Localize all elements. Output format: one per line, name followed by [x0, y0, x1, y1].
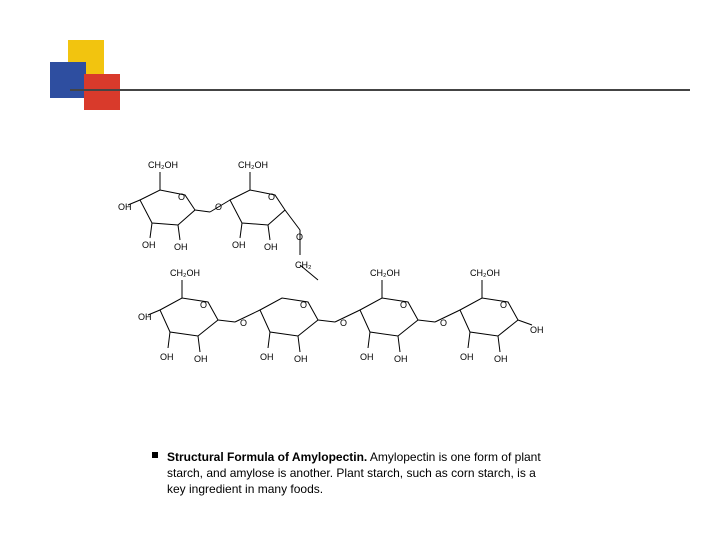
svg-text:OH: OH — [194, 354, 208, 364]
logo-square-blue — [50, 62, 86, 98]
svg-text:O: O — [400, 300, 407, 310]
svg-text:O: O — [200, 300, 207, 310]
svg-text:OH: OH — [174, 242, 188, 252]
svg-text:OH: OH — [118, 202, 132, 212]
svg-text:OH: OH — [264, 242, 278, 252]
svg-text:OH: OH — [294, 354, 308, 364]
svg-text:O: O — [300, 300, 307, 310]
svg-text:CH₂OH: CH₂OH — [370, 268, 400, 278]
svg-text:O: O — [340, 318, 347, 328]
caption-bullet — [152, 452, 158, 458]
svg-text:O: O — [440, 318, 447, 328]
figure-caption: Structural Formula of Amylopectin. Amylo… — [167, 449, 547, 498]
logo-square-red — [84, 74, 120, 110]
svg-text:O: O — [215, 202, 222, 212]
svg-text:OH: OH — [160, 352, 174, 362]
slide-logo — [50, 40, 120, 110]
svg-text:O: O — [178, 192, 185, 202]
svg-text:OH: OH — [460, 352, 474, 362]
svg-text:O: O — [240, 318, 247, 328]
svg-text:OH: OH — [142, 240, 156, 250]
svg-text:O: O — [500, 300, 507, 310]
svg-text:OH: OH — [138, 312, 152, 322]
svg-text:OH: OH — [260, 352, 274, 362]
svg-text:CH₂OH: CH₂OH — [170, 268, 200, 278]
svg-text:OH: OH — [494, 354, 508, 364]
svg-text:OH: OH — [232, 240, 246, 250]
svg-text:OH: OH — [530, 325, 544, 335]
svg-text:OH: OH — [394, 354, 408, 364]
svg-text:O: O — [268, 192, 275, 202]
caption-title: Structural Formula of Amylopectin. — [167, 450, 367, 464]
svg-text:OH: OH — [360, 352, 374, 362]
svg-text:CH₂OH: CH₂OH — [238, 160, 268, 170]
svg-text:O: O — [296, 232, 303, 242]
svg-text:CH₂OH: CH₂OH — [470, 268, 500, 278]
svg-text:CH₂: CH₂ — [295, 260, 312, 270]
title-divider — [70, 89, 690, 91]
amylopectin-structure-diagram: CH₂OH CH₂OH O O O OH OH OH OH OH O CH₂ C… — [100, 150, 620, 435]
svg-text:CH₂OH: CH₂OH — [148, 160, 178, 170]
